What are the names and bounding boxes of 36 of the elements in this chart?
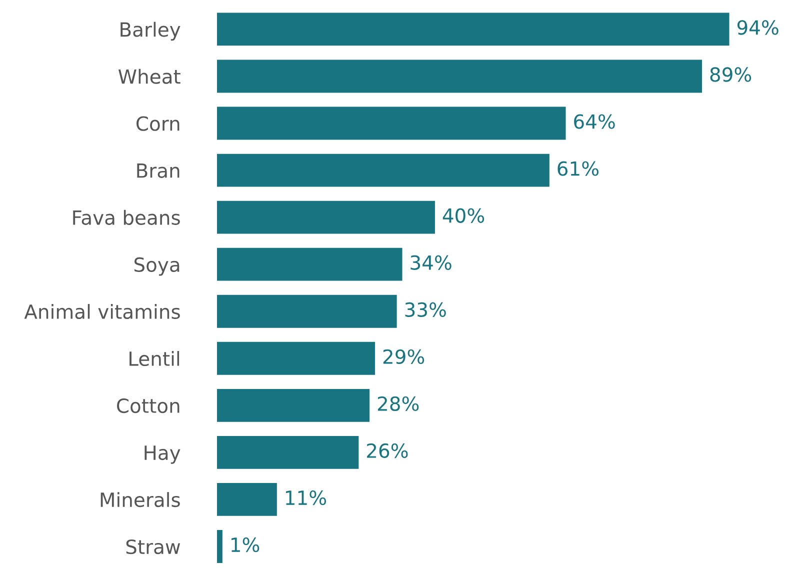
y-tick-label: Wheat xyxy=(118,68,180,84)
data-label: 61% xyxy=(558,161,599,176)
bar xyxy=(216,154,550,187)
data-label: 29% xyxy=(383,349,424,364)
y-tick-label: Minerals xyxy=(100,492,180,508)
bar xyxy=(216,248,402,281)
data-label: 34% xyxy=(410,255,452,270)
bar xyxy=(216,388,370,422)
data-label: 89% xyxy=(710,67,752,82)
bar xyxy=(216,530,222,563)
bar xyxy=(216,294,397,328)
bar xyxy=(216,60,702,93)
y-tick-label: Cotton xyxy=(117,398,180,414)
data-label: 28% xyxy=(378,396,419,412)
bar xyxy=(216,12,730,46)
y-tick-label: Corn xyxy=(136,116,180,131)
y-tick-label: Animal vitamins xyxy=(24,304,180,320)
data-label: 11% xyxy=(286,490,326,506)
bar xyxy=(216,200,435,234)
bar xyxy=(216,106,566,140)
data-label: 1% xyxy=(232,537,260,552)
data-label: 40% xyxy=(442,208,484,223)
y-tick-label: Barley xyxy=(120,22,180,41)
bar xyxy=(216,483,277,516)
y-tick-label: Straw xyxy=(126,539,180,554)
y-tick-label: Fava beans xyxy=(73,210,180,225)
y-tick-label: Soya xyxy=(134,257,180,276)
data-label: 64% xyxy=(574,114,615,129)
y-tick-label: Bran xyxy=(137,164,180,178)
data-label: 26% xyxy=(367,443,408,458)
data-label: 33% xyxy=(405,302,446,318)
bar xyxy=(216,342,376,375)
y-tick-label: Hay xyxy=(144,446,180,464)
y-tick-label: Lentil xyxy=(130,351,180,366)
bar xyxy=(216,436,359,469)
data-label: 94% xyxy=(737,20,778,35)
